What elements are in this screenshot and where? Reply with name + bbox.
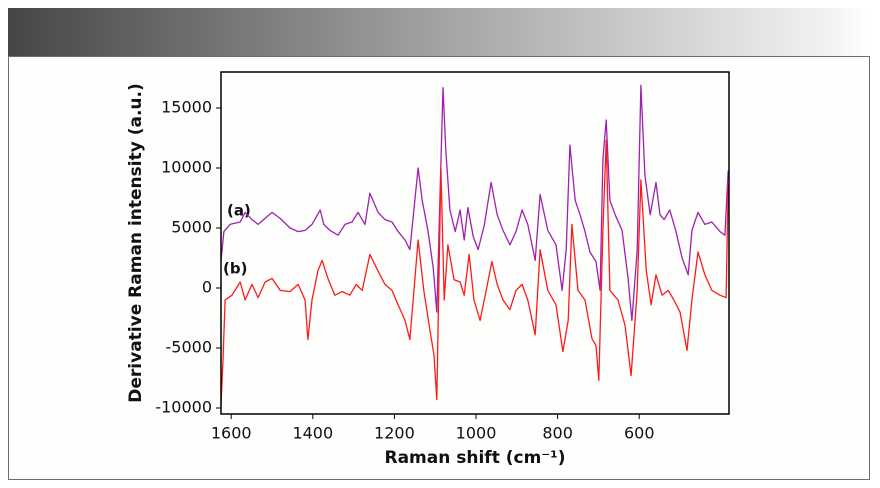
y-tick-label: 10000	[161, 158, 212, 177]
y-tick-label: -5000	[166, 338, 213, 357]
annotation: (a)	[227, 202, 251, 220]
y-tick-label: -10000	[155, 398, 212, 417]
header-bar	[8, 8, 870, 56]
y-axis-label: Derivative Raman intensity (a.u.)	[126, 83, 146, 402]
x-axis-label: Raman shift (cm⁻¹)	[384, 448, 565, 468]
annotation: (b)	[223, 260, 247, 278]
x-tick-label: 1000	[456, 424, 497, 443]
x-tick-label: 1400	[292, 424, 333, 443]
x-tick-label: 1600	[211, 424, 252, 443]
series-line	[220, 84, 729, 322]
y-tick-label: 15000	[161, 98, 212, 117]
x-tick-label: 1200	[374, 424, 415, 443]
plot-frame	[220, 71, 730, 415]
y-tick-label: 0	[202, 278, 212, 297]
x-tick-label: 600	[624, 424, 655, 443]
series-line	[220, 139, 729, 405]
y-tick-label: 5000	[171, 218, 212, 237]
x-tick-label: 800	[542, 424, 573, 443]
